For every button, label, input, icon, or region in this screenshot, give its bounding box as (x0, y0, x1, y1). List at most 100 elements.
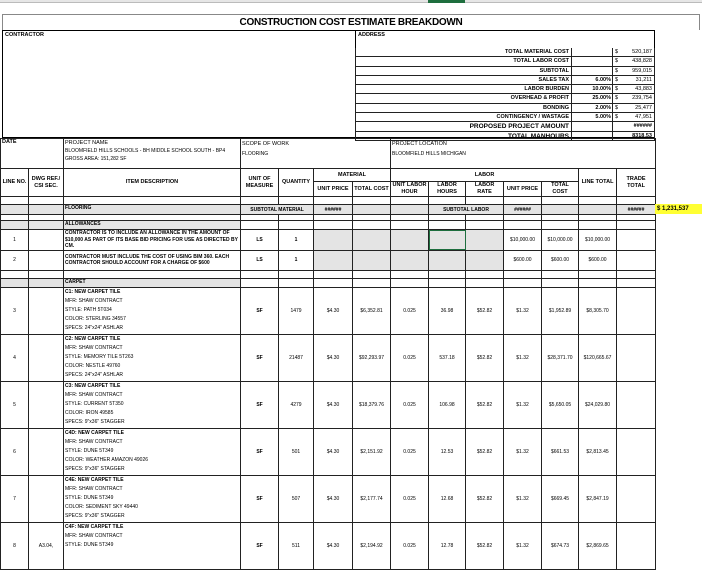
material-unit-price[interactable]: $4.30 (313, 427, 354, 476)
line-no[interactable]: 5 (0, 380, 29, 429)
item-description[interactable]: CONTRACTOR MUST INCLUDE THE COST OF USIN… (63, 249, 242, 271)
subtotal-material-value[interactable]: ###### (313, 204, 354, 215)
cell[interactable] (578, 204, 618, 215)
dwg-ref[interactable] (27, 474, 65, 523)
material-total-cost[interactable]: $2,151.92 (352, 427, 392, 476)
labor-total-cost[interactable]: $28,371.70 (541, 333, 580, 382)
unit-of-measure[interactable]: SF (240, 380, 280, 429)
line-no[interactable]: 3 (0, 286, 29, 335)
cell[interactable] (352, 277, 392, 288)
section-flooring[interactable]: FLOORING (63, 204, 242, 215)
cell[interactable] (278, 277, 315, 288)
cell[interactable] (313, 229, 354, 251)
cell[interactable] (503, 196, 543, 205)
summary-percent[interactable] (572, 57, 613, 66)
labor-rate[interactable]: $52.82 (465, 521, 505, 570)
subtotal-labor-label[interactable]: SUBTOTAL LABOR (428, 204, 505, 215)
line-no[interactable]: 1 (0, 229, 29, 251)
project-name-cell[interactable]: PROJECT NAME BLOOMFIELD HILLS SCHOOLS - B… (63, 138, 242, 169)
dwg-ref[interactable] (27, 286, 65, 335)
cell[interactable] (313, 249, 354, 271)
line-total[interactable]: $2,847.19 (578, 474, 618, 523)
unit-labor-hour[interactable]: 0.025 (390, 521, 430, 570)
dwg-ref[interactable] (27, 427, 65, 476)
cell[interactable] (240, 220, 280, 230)
cell[interactable] (390, 277, 430, 288)
labor-total-cost[interactable]: $5,650.05 (541, 380, 580, 429)
labor-hours[interactable]: 12.68 (428, 474, 467, 523)
cell[interactable] (503, 220, 543, 230)
date-cell[interactable]: DATE (0, 138, 65, 169)
contractor-cell[interactable]: CONTRACTOR (2, 30, 356, 138)
line-total[interactable]: $120,665.67 (578, 333, 618, 382)
line-total[interactable]: $8,305.70 (578, 286, 618, 335)
labor-hours[interactable]: 106.98 (428, 380, 467, 429)
line-no[interactable]: 7 (0, 474, 29, 523)
cell[interactable] (390, 269, 430, 279)
summary-percent[interactable]: 5.00% (572, 113, 613, 122)
labor-unit-price[interactable]: $1.32 (503, 333, 543, 382)
cell[interactable] (390, 204, 430, 215)
labor-unit-price[interactable]: $1.32 (503, 286, 543, 335)
cell[interactable] (0, 204, 29, 215)
trade-total[interactable] (616, 427, 657, 476)
material-unit-price[interactable]: $4.30 (313, 333, 354, 382)
quantity[interactable]: 4279 (278, 380, 315, 429)
labor-total-cost[interactable]: $674.73 (541, 521, 580, 570)
labor-unit-price[interactable]: $600.00 (503, 249, 543, 271)
cell[interactable] (0, 277, 29, 288)
cell[interactable] (578, 277, 618, 288)
cell[interactable] (578, 220, 618, 230)
labor-total-cost[interactable]: $600.00 (541, 249, 580, 271)
cell[interactable] (0, 220, 29, 230)
unit-of-measure[interactable]: LS (240, 249, 280, 271)
cell[interactable] (578, 196, 618, 205)
material-total-cost[interactable]: $6,352.81 (352, 286, 392, 335)
labor-unit-price[interactable]: $1.32 (503, 427, 543, 476)
summary-percent[interactable] (572, 48, 613, 57)
summary-percent[interactable]: 6.00% (572, 75, 613, 85)
labor-hours[interactable]: 12.78 (428, 521, 467, 570)
cell[interactable] (27, 204, 65, 215)
cell[interactable] (240, 196, 280, 205)
cell[interactable] (0, 269, 29, 279)
dwg-ref[interactable] (27, 249, 65, 271)
unit-of-measure[interactable]: SF (240, 474, 280, 523)
scope-cell[interactable]: SCOPE OF WORK FLOORING (240, 138, 392, 169)
line-no[interactable]: 2 (0, 249, 29, 271)
subtotal-material-label[interactable]: SUBTOTAL MATERIAL (240, 204, 315, 215)
labor-hours[interactable]: 36.98 (428, 286, 467, 335)
material-unit-price[interactable]: $4.30 (313, 380, 354, 429)
unit-of-measure[interactable]: SF (240, 286, 280, 335)
labor-rate[interactable]: $52.82 (465, 474, 505, 523)
unit-labor-hour[interactable]: 0.025 (390, 380, 430, 429)
labor-total-cost[interactable]: $1,952.89 (541, 286, 580, 335)
cell[interactable] (428, 196, 467, 205)
cell[interactable] (428, 269, 467, 279)
cell[interactable] (352, 196, 392, 205)
cell[interactable] (465, 229, 505, 251)
line-total[interactable]: $600.00 (578, 249, 618, 271)
material-unit-price[interactable]: $4.30 (313, 474, 354, 523)
material-total-cost[interactable]: $92,293.97 (352, 333, 392, 382)
cell[interactable] (313, 220, 354, 230)
dwg-ref[interactable] (27, 380, 65, 429)
cell[interactable] (27, 220, 65, 230)
cell[interactable] (541, 269, 580, 279)
cell[interactable] (465, 269, 505, 279)
item-description[interactable]: C3: NEW CARPET TILE MFR: SHAW CONTRACT STY… (63, 380, 242, 429)
cell[interactable] (278, 220, 315, 230)
cell[interactable] (541, 277, 580, 288)
section-carpet[interactable]: CARPET (63, 277, 242, 288)
item-description[interactable]: C4D: NEW CARPET TILE MFR: SHAW CONTRACT ST… (63, 427, 242, 476)
cell[interactable] (27, 196, 65, 205)
line-no[interactable]: 8 (0, 521, 29, 570)
item-description[interactable]: C4F: NEW CARPET TILE MFR: SHAW CONTRACT ST… (63, 521, 242, 570)
labor-total-cost[interactable]: $669.45 (541, 474, 580, 523)
cell[interactable] (616, 196, 657, 205)
trade-total[interactable] (616, 286, 657, 335)
material-total-cost[interactable]: $2,177.74 (352, 474, 392, 523)
cell[interactable] (541, 220, 580, 230)
cell[interactable] (390, 196, 430, 205)
material-total-cost[interactable]: $18,379.76 (352, 380, 392, 429)
